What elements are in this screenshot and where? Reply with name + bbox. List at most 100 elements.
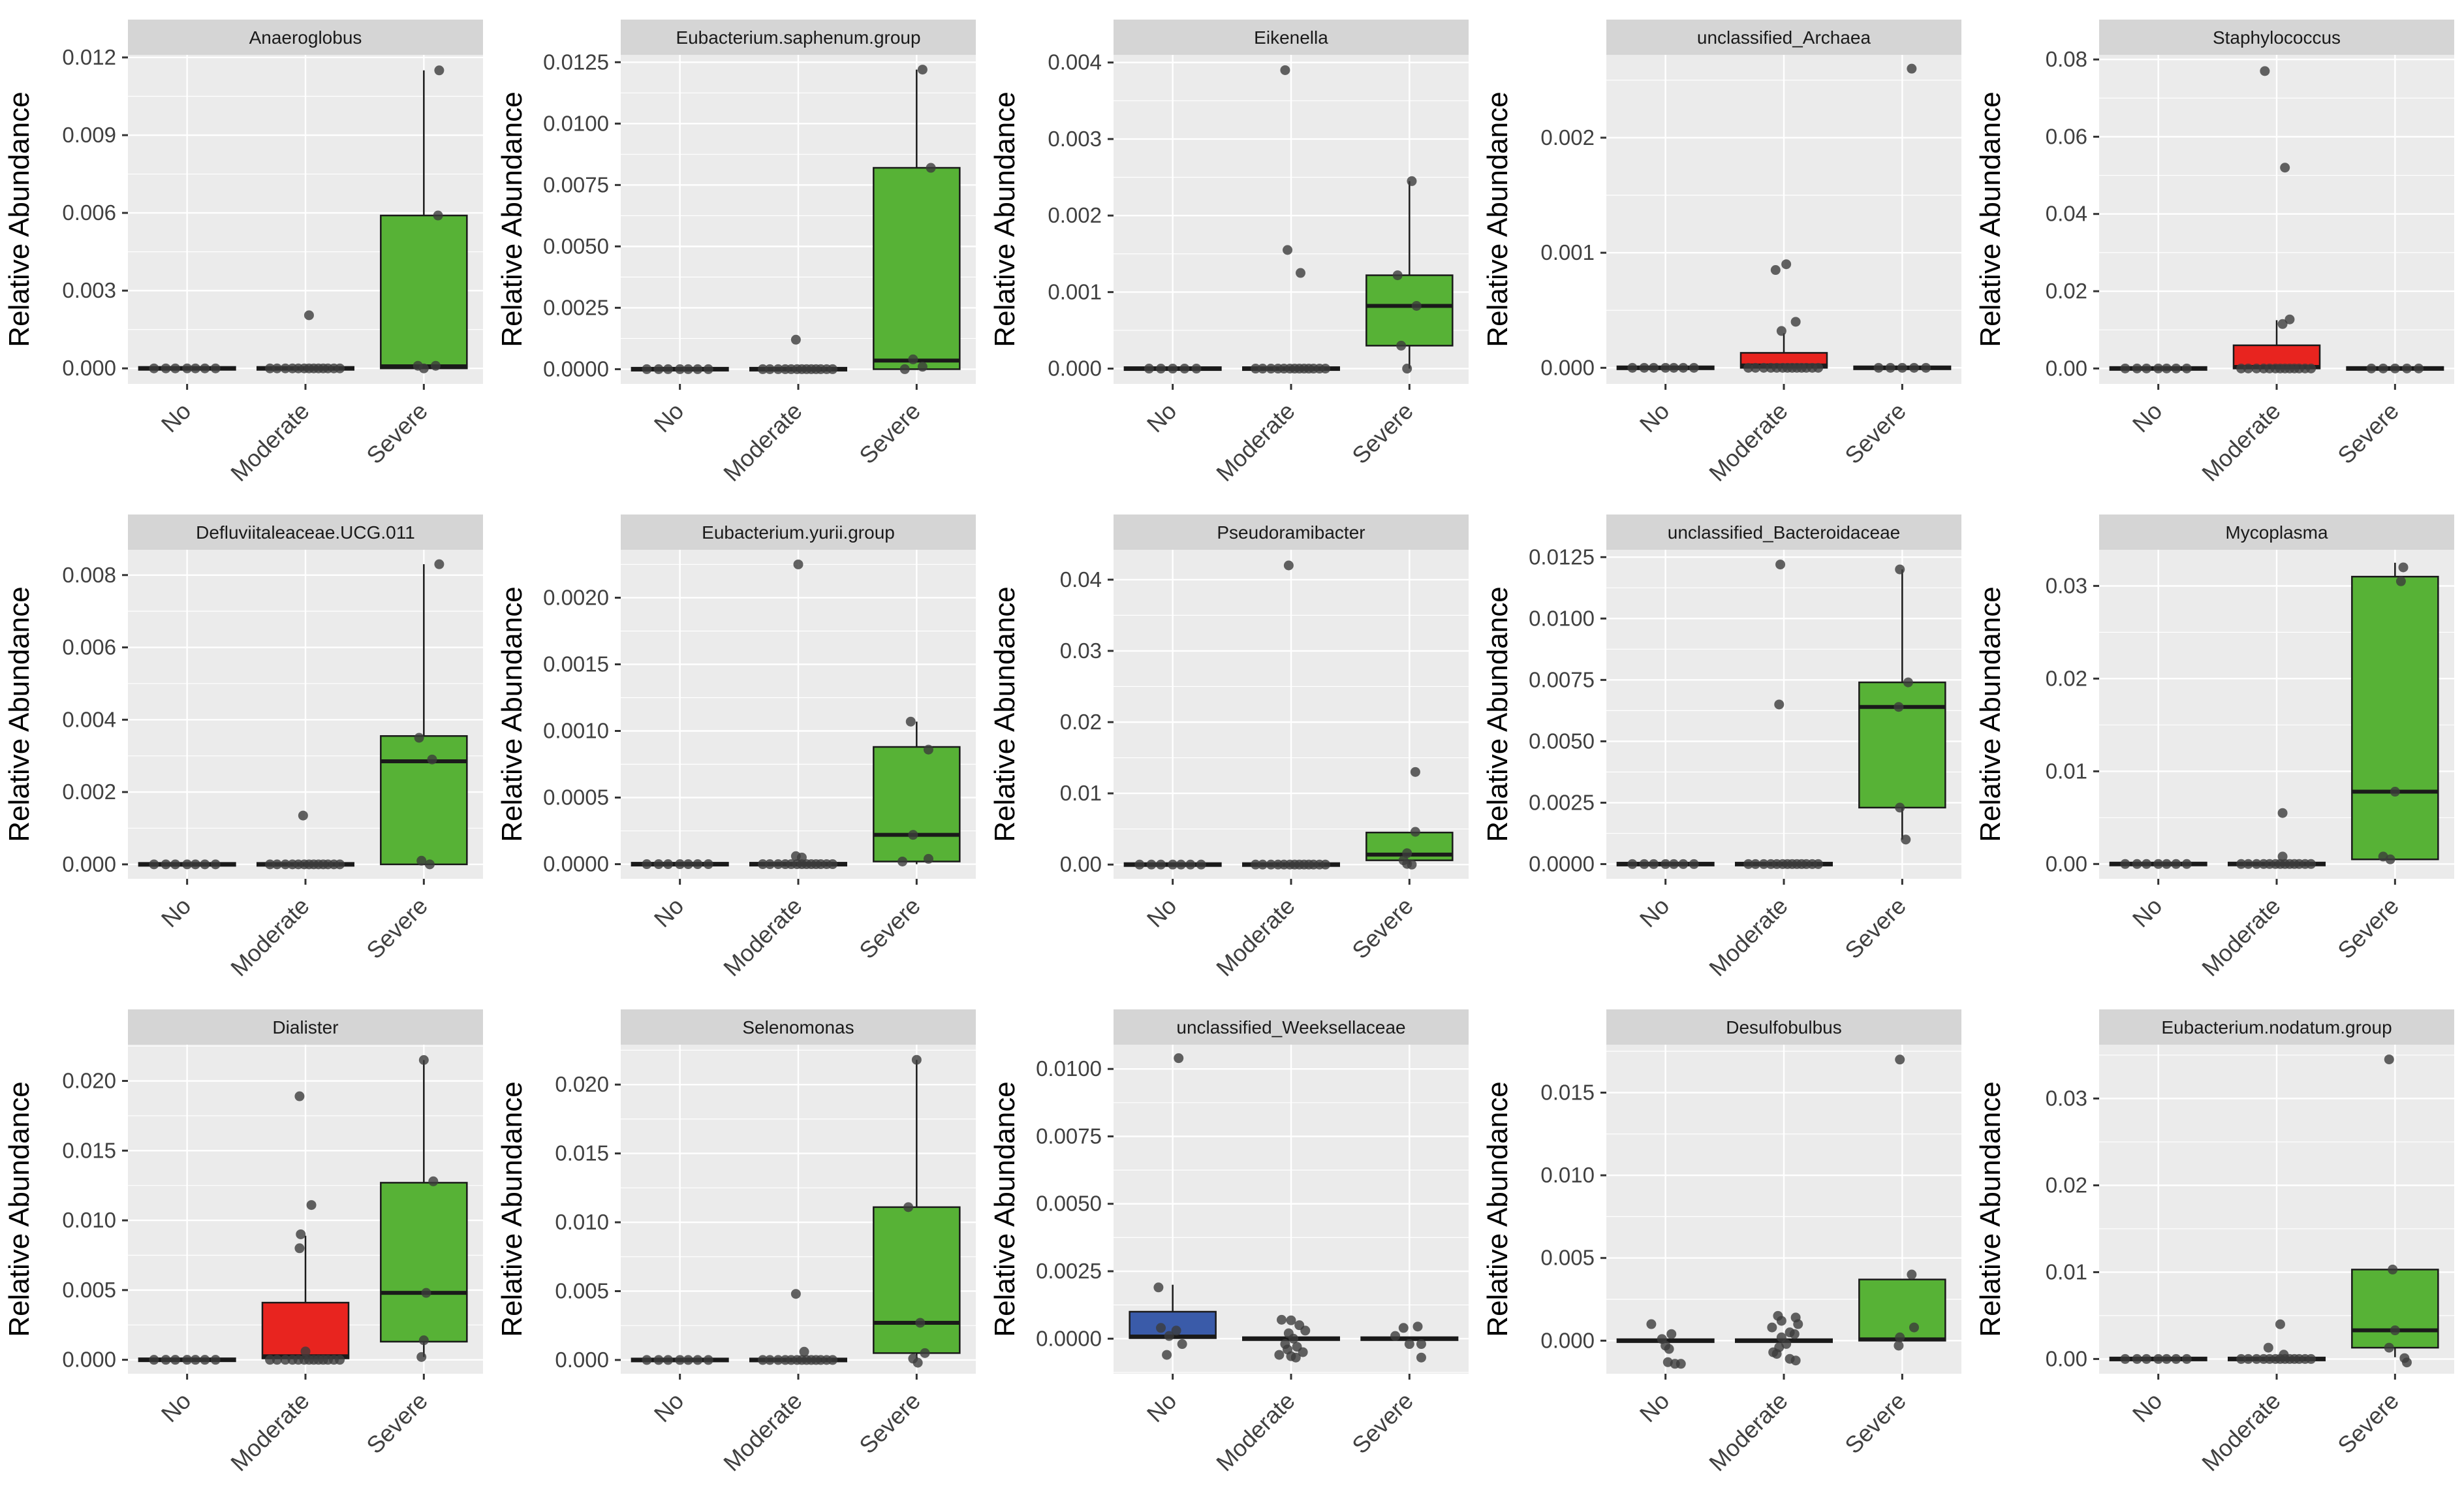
data-point [799, 1346, 809, 1357]
data-point [2263, 1342, 2273, 1353]
data-point [1666, 1329, 1677, 1339]
data-point [1873, 362, 1884, 373]
boxplot-panel-Dialister: Dialister 0.000 0.005 0.010 0.015 0.020 Relati… [3, 1009, 483, 1476]
points-Moderate [265, 1091, 345, 1365]
data-point [280, 859, 290, 870]
data-point [421, 1288, 431, 1298]
data-point [1627, 859, 1638, 869]
panel-cell-Mycoplasma: Mycoplasma 0.00 0.01 0.02 0.03 Relative Abund… [1971, 495, 2464, 990]
y-tick-label: 0.00 [2046, 851, 2087, 876]
data-point [1895, 802, 1905, 813]
data-point [2120, 1353, 2130, 1364]
data-point [210, 1355, 221, 1365]
data-point [190, 859, 200, 870]
y-tick-label: 0.03 [1060, 639, 1102, 663]
y-tick-label: 0.0075 [1036, 1124, 1102, 1148]
data-point [1276, 1314, 1287, 1325]
boxplot-panel-unclassified_Bacteroidaceae: unclassified_Bacteroidaceae 0.0000 0.0025 0… [1482, 514, 1961, 981]
data-point [1790, 317, 1801, 327]
data-point [1639, 362, 1649, 373]
y-tick-label: 0.06 [2046, 124, 2087, 148]
facet-strip [1606, 514, 1961, 550]
facet-title: Defluviitaleaceae.UCG.011 [196, 522, 415, 543]
data-point [693, 364, 703, 374]
points-Severe [2378, 562, 2409, 864]
data-point [653, 364, 664, 374]
data-point [642, 364, 652, 374]
data-point [2181, 1353, 2192, 1364]
x-tick-label-No: No [2127, 1387, 2168, 1428]
data-point [908, 830, 918, 840]
x-tick-label-Moderate: Moderate [225, 398, 315, 487]
data-point [1775, 560, 1786, 570]
data-point [210, 363, 221, 373]
data-point [2171, 363, 2181, 373]
y-tick-label: 0.00 [2046, 1346, 2087, 1370]
data-point [1176, 859, 1186, 870]
facet-strip [621, 514, 976, 550]
data-point [430, 360, 441, 371]
panel-cell-Defluviitaleaceae.UCG.011: Defluviitaleaceae.UCG.011 0.000 0.002 0.004… [0, 495, 493, 990]
data-point [653, 859, 664, 870]
y-tick-label: 0.0000 [1036, 1326, 1102, 1350]
data-point [2277, 808, 2288, 818]
points-Moderate [1743, 259, 1824, 373]
y-tick-label: 0.0000 [543, 852, 609, 876]
data-point [424, 859, 435, 870]
box-Severe [1858, 681, 1946, 809]
data-point [2251, 859, 2262, 869]
y-tick-label: 0.020 [62, 1069, 116, 1093]
y-tick-label: 0.006 [62, 635, 116, 659]
boxplot-panel-Anaeroglobus: Anaeroglobus 0.000 0.003 0.006 0.009 0.012 Rel… [3, 20, 483, 487]
facet-strip [1114, 514, 1469, 550]
data-point [1290, 1352, 1301, 1363]
y-tick-label: 0.0000 [1529, 851, 1595, 876]
data-point [1390, 1331, 1401, 1341]
data-point [764, 859, 775, 870]
data-point [693, 859, 703, 870]
data-point [1134, 859, 1145, 870]
box-Severe [873, 746, 961, 863]
data-point [1257, 364, 1268, 374]
y-tick-label: 0.000 [1540, 1328, 1595, 1352]
data-point [418, 1335, 429, 1346]
panel-cell-Anaeroglobus: Anaeroglobus 0.000 0.003 0.006 0.009 0.012 Rel… [0, 0, 493, 495]
boxplot-panel-Eubacterium.nodatum.group: Eubacterium.nodatum.group 0.00 0.01 0.02 0.0… [1974, 1009, 2454, 1476]
panel-cell-Eubacterium.saphenum.group: Eubacterium.saphenum.group 0.0000 0.0025 0.… [493, 0, 986, 495]
panel-cell-Staphylococcus: Staphylococcus 0.00 0.02 0.04 0.06 0.08 Relati… [1971, 0, 2464, 495]
boxplot-panel-Selenomonas: Selenomonas 0.000 0.005 0.010 0.015 0.020 Rela… [496, 1009, 976, 1476]
data-point [296, 1229, 306, 1239]
facet-title: Dialister [272, 1017, 338, 1037]
points-Severe [416, 1054, 439, 1362]
data-point [161, 859, 171, 870]
x-tick-label-Moderate: Moderate [2196, 398, 2286, 487]
y-tick-label: 0.02 [1060, 710, 1102, 734]
x-tick-label-No: No [156, 1387, 196, 1428]
x-tick-label-Moderate: Moderate [1211, 398, 1300, 487]
x-tick-label-No: No [649, 1387, 689, 1428]
data-point [915, 1318, 926, 1328]
points-No [2120, 363, 2192, 373]
data-point [1668, 859, 1679, 869]
y-tick-label: 0.005 [555, 1278, 609, 1303]
data-point [675, 859, 685, 870]
y-tick-label: 0.010 [62, 1208, 116, 1232]
data-point [2181, 859, 2192, 869]
x-tick-label-No: No [1142, 893, 1182, 933]
data-point [1288, 1333, 1299, 1344]
y-tick-label: 0.006 [62, 200, 116, 225]
boxplot-panel-Staphylococcus: Staphylococcus 0.00 0.02 0.04 0.06 0.08 Relati… [1974, 20, 2454, 487]
facet-title: Mycoplasma [2225, 522, 2328, 543]
data-point [703, 1355, 713, 1365]
data-point [1251, 859, 1261, 870]
panel-cell-Eubacterium.nodatum.group: Eubacterium.nodatum.group 0.00 0.01 0.02 0.0… [1971, 990, 2464, 1485]
x-tick-label-Severe: Severe [854, 1387, 926, 1459]
data-point [911, 1054, 922, 1065]
x-tick-label-No: No [1142, 398, 1182, 438]
data-point [434, 559, 444, 569]
facet-title: unclassified_Bacteroidaceae [1668, 522, 1900, 543]
facet-strip [621, 20, 976, 55]
points-No [2120, 859, 2192, 869]
panel-cell-Eikenella: Eikenella 0.000 0.001 0.002 0.003 0.004 Relati… [986, 0, 1478, 495]
facet-title: Eubacterium.saphenum.group [676, 27, 920, 48]
